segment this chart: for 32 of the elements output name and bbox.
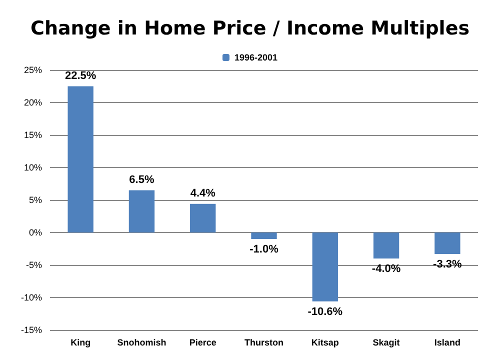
x-tick-label: Skagit bbox=[372, 338, 400, 348]
data-label: 22.5% bbox=[64, 70, 96, 82]
data-label: -3.3% bbox=[433, 258, 462, 270]
y-tick-label: -5% bbox=[26, 260, 42, 270]
bar bbox=[128, 190, 155, 232]
x-tick-label: Island bbox=[434, 338, 460, 348]
x-tick-label: Pierce bbox=[189, 338, 216, 348]
bar bbox=[190, 204, 216, 232]
data-label: 4.4% bbox=[190, 187, 216, 200]
y-tick-label: 25% bbox=[24, 65, 42, 75]
chart-title: Change in Home Price / Income Multiples bbox=[30, 18, 470, 40]
data-label: -1.0% bbox=[250, 244, 279, 256]
x-tick-label: Snohomish bbox=[117, 338, 166, 348]
x-tick-label: Thurston bbox=[244, 338, 284, 348]
x-tick-label: King bbox=[70, 338, 91, 348]
bar bbox=[434, 232, 460, 254]
y-tick-label: 0% bbox=[28, 228, 42, 238]
y-tick-label: 20% bbox=[24, 98, 42, 108]
y-tick-label: -15% bbox=[20, 325, 42, 335]
bar bbox=[251, 232, 277, 239]
y-tick-label: 15% bbox=[24, 130, 42, 140]
legend-label: 1996-2001 bbox=[234, 52, 278, 62]
y-tick-label: 5% bbox=[28, 195, 42, 205]
y-tick-label: -10% bbox=[20, 292, 42, 302]
data-label: -4.0% bbox=[372, 263, 401, 275]
data-label: -10.6% bbox=[308, 306, 343, 318]
bar bbox=[373, 232, 400, 258]
bar bbox=[68, 86, 94, 232]
x-tick-label: Kitsap bbox=[311, 338, 340, 348]
bar bbox=[312, 232, 338, 302]
y-tick-label: 10% bbox=[24, 162, 42, 172]
data-label: 6.5% bbox=[129, 174, 154, 186]
